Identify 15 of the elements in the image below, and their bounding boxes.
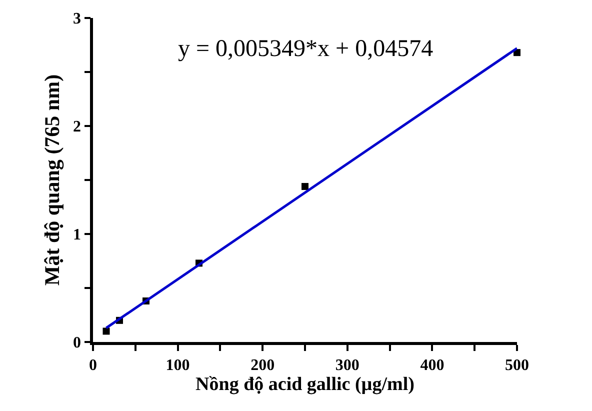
x-tick-label: 400 <box>420 356 444 374</box>
y-tick-label: 3 <box>73 10 82 28</box>
x-tick-label: 300 <box>335 356 360 374</box>
x-axis-title: Nồng độ acid gallic (µg/ml) <box>196 374 414 395</box>
annotation: y = 0,005349*x + 0,04574 <box>178 36 434 62</box>
y-tick-label: 2 <box>73 118 82 136</box>
x-tick-label: 500 <box>505 356 529 374</box>
y-tick-label: 1 <box>73 226 82 244</box>
y-axis-title: Mật độ quang (765 nm) <box>40 74 64 286</box>
point <box>102 328 110 335</box>
x-tick-label: 200 <box>250 356 275 374</box>
y-tick-label: 0 <box>73 334 82 352</box>
x-tick-label: 0 <box>89 356 97 374</box>
x-tick-label: 100 <box>166 356 190 374</box>
point <box>302 182 308 190</box>
